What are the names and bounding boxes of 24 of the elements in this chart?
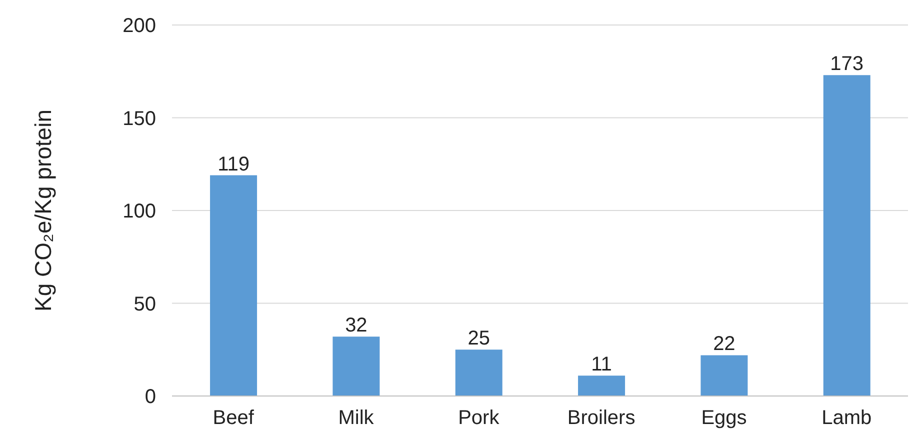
data-label: 173 xyxy=(830,53,864,76)
data-label: 119 xyxy=(218,153,250,176)
y-tick-label: 150 xyxy=(122,108,156,130)
data-label: 22 xyxy=(713,333,736,356)
y-tick-label: 200 xyxy=(122,15,156,38)
y-tick-label: 100 xyxy=(122,200,156,223)
bar xyxy=(823,75,870,396)
bar xyxy=(210,175,258,396)
data-label: 11 xyxy=(591,354,612,376)
bar xyxy=(578,376,626,396)
bar xyxy=(455,350,502,396)
y-axis-title: Kg CO₂e/Kg protein xyxy=(30,110,56,312)
x-tick-label: Broilers xyxy=(567,407,636,430)
data-label: 25 xyxy=(468,328,490,350)
x-tick-label: Lamb xyxy=(822,407,872,430)
y-tick-label: 0 xyxy=(144,386,156,408)
bar xyxy=(332,336,380,396)
x-tick-label: Eggs xyxy=(701,407,747,430)
x-tick-label: Beef xyxy=(212,407,254,430)
data-label: 32 xyxy=(345,314,368,337)
bar xyxy=(700,355,748,396)
x-tick-label: Pork xyxy=(458,407,500,430)
y-tick-label: 50 xyxy=(134,293,156,316)
x-tick-label: Milk xyxy=(338,407,375,430)
